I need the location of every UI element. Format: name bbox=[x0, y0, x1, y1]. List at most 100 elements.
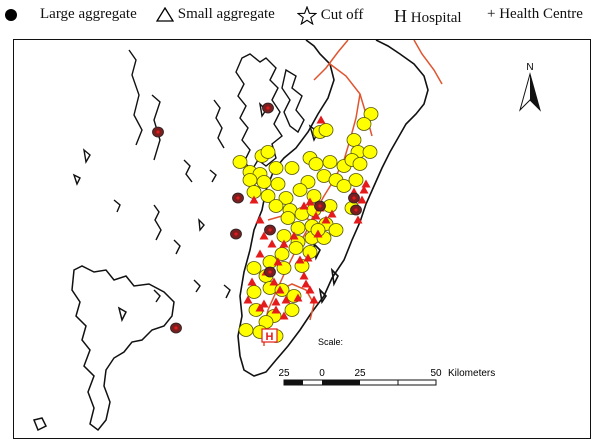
large-aggregate-marker bbox=[242, 173, 258, 187]
legend-hospital-label: Hospital bbox=[410, 10, 462, 26]
island-southwest bbox=[32, 265, 175, 432]
large-aggregate-marker bbox=[262, 255, 278, 269]
small-aggregate-marker bbox=[316, 115, 326, 124]
small-aggregate-marker bbox=[305, 197, 315, 206]
large-aggregate-marker bbox=[232, 155, 248, 169]
large-aggregate-marker bbox=[268, 199, 284, 213]
cut-off-marker-dot bbox=[156, 130, 160, 134]
large-aggregate-marker bbox=[246, 261, 262, 275]
scale-label-0: 0 bbox=[319, 368, 325, 379]
legend-large-aggregate bbox=[4, 6, 18, 23]
small-aggregate-marker bbox=[273, 257, 283, 266]
large-aggregate-marker bbox=[356, 117, 372, 131]
north-arrow-icon: N bbox=[519, 62, 541, 112]
small-aggregate-marker bbox=[305, 285, 315, 294]
legend-hospital: H Hospital bbox=[394, 6, 462, 27]
scale-title: Scale: bbox=[318, 337, 343, 347]
large-aggregate-marker bbox=[336, 179, 352, 193]
small-aggregate-marker bbox=[279, 311, 289, 320]
large-aggregate-marker bbox=[346, 133, 362, 147]
cut-off-marker-dot bbox=[318, 204, 322, 208]
small-aggregate-marker bbox=[271, 297, 281, 306]
large-aggregate-marker bbox=[284, 161, 300, 175]
small-aggregate-marker bbox=[301, 279, 311, 288]
small-aggregate-marker bbox=[267, 239, 277, 248]
large-aggregate-marker bbox=[256, 175, 272, 189]
map-canvas: H N Scale: 25 0 25 50 Kilometers bbox=[32, 40, 541, 432]
legend-cut-off: Cut off bbox=[297, 6, 363, 25]
small-aggregate-marker bbox=[295, 255, 305, 264]
small-aggregate-marker bbox=[259, 231, 269, 240]
legend-health-centre-label: Health Centre bbox=[499, 6, 583, 22]
small-aggregate-marker bbox=[269, 277, 279, 286]
large-aggregate-marker bbox=[328, 223, 344, 237]
hospital-marker-label: H bbox=[266, 331, 274, 343]
cut-off-marker-dot bbox=[268, 228, 272, 232]
large-aggregate-marker bbox=[238, 323, 254, 337]
cut-off-marker-dot bbox=[352, 196, 356, 200]
small-aggregate-marker bbox=[279, 239, 289, 248]
small-aggregate-marker bbox=[275, 285, 285, 294]
large-aggregate-marker bbox=[348, 173, 364, 187]
cut-off-marker-dot bbox=[174, 326, 178, 330]
legend-small-aggregate: Small aggregate bbox=[156, 6, 275, 23]
scale-label-25-left: 25 bbox=[278, 368, 290, 379]
large-aggregate-marker bbox=[284, 303, 300, 317]
large-aggregate-marker bbox=[318, 123, 334, 137]
small-aggregate-marker bbox=[353, 215, 363, 224]
large-aggregate-marker bbox=[270, 177, 286, 191]
legend-health-centre: + Health Centre bbox=[487, 6, 583, 23]
small-aggregate-marker bbox=[299, 271, 309, 280]
legend-small-aggregate-label: Small aggregate bbox=[177, 6, 275, 22]
scale-unit: Kilometers bbox=[448, 368, 495, 379]
large-aggregate-marker bbox=[268, 161, 284, 175]
large-aggregate-marker bbox=[292, 183, 308, 197]
triangle-icon bbox=[156, 7, 174, 22]
small-aggregate-marker bbox=[243, 295, 253, 304]
large-aggregate-marker bbox=[246, 285, 262, 299]
large-aggregate-marker bbox=[290, 221, 306, 235]
small-aggregate-marker bbox=[259, 299, 269, 308]
small-aggregate-marker bbox=[281, 295, 291, 304]
hospital-marker: H bbox=[261, 328, 278, 343]
islands-west bbox=[72, 49, 231, 303]
large-aggregate-marker bbox=[308, 157, 324, 171]
hospital-symbol: H bbox=[394, 6, 407, 26]
small-aggregate-marker bbox=[361, 179, 371, 188]
large-aggregate-marker bbox=[322, 155, 338, 169]
small-aggregate-marker bbox=[299, 201, 309, 210]
small-aggregate-marker bbox=[313, 229, 323, 238]
cut-off-marker-dot bbox=[266, 106, 270, 110]
large-aggregate-marker bbox=[280, 211, 296, 225]
small-aggregate-marker bbox=[255, 249, 265, 258]
large-aggregate-marker bbox=[362, 145, 378, 159]
cut-off-marker-dot bbox=[236, 196, 240, 200]
large-aggregate-marker bbox=[302, 245, 318, 259]
large-aggregate-marker bbox=[260, 145, 276, 159]
small-aggregate-marker bbox=[249, 195, 259, 204]
small-aggregate-marker bbox=[327, 209, 337, 218]
small-aggregate-marker bbox=[321, 215, 331, 224]
small-aggregate-marker bbox=[247, 277, 257, 286]
small-aggregate-marker bbox=[255, 215, 265, 224]
large-aggregate-marker bbox=[352, 157, 368, 171]
north-label: N bbox=[526, 62, 533, 73]
small-aggregate-marker bbox=[271, 305, 281, 314]
cut-off-marker-dot bbox=[234, 232, 238, 236]
scale-label-25-right: 25 bbox=[354, 368, 366, 379]
large-aggregate-marker bbox=[363, 107, 379, 121]
health-centre-symbol: + bbox=[487, 6, 496, 22]
star-icon bbox=[297, 6, 317, 25]
large-aggregate-marker bbox=[260, 189, 276, 203]
cut-off-marker-dot bbox=[268, 270, 272, 274]
cut-off-marker-dot bbox=[354, 208, 358, 212]
large-aggregate-marker bbox=[274, 247, 290, 261]
map-frame: H N Scale: 25 0 25 50 Kilometers bbox=[13, 39, 591, 439]
small-aggregate-marker bbox=[255, 303, 265, 312]
small-aggregate-marker bbox=[309, 295, 319, 304]
legend-large-aggregate-label: Large aggregate bbox=[40, 6, 137, 22]
cut-off-markers bbox=[152, 102, 362, 334]
scale-bar: 25 0 25 50 Kilometers bbox=[278, 368, 495, 386]
scale-label-50: 50 bbox=[430, 368, 442, 379]
small-aggregate-marker bbox=[289, 231, 299, 240]
